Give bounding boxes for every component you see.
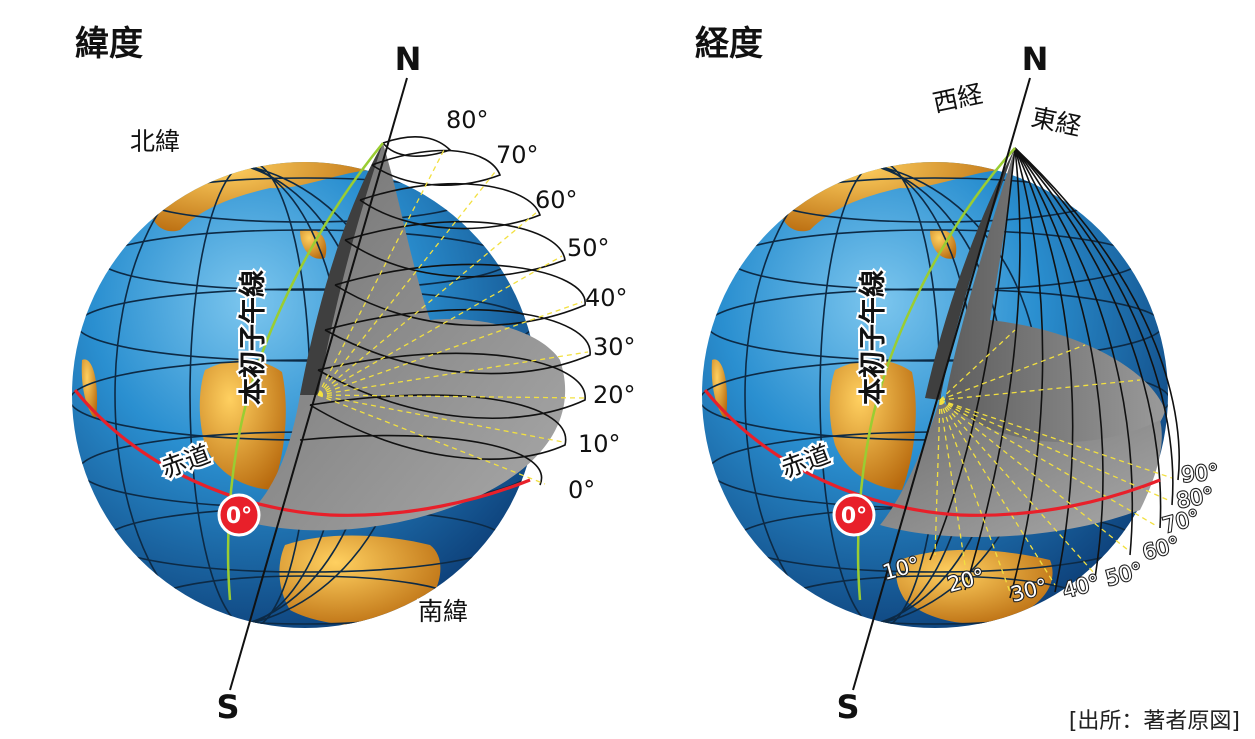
north-pole-label: N xyxy=(1022,40,1049,78)
deg-label: 60° xyxy=(1140,532,1182,565)
latitude-title: 緯度 xyxy=(75,24,143,64)
north-pole-label: N xyxy=(395,40,422,78)
equator-line xyxy=(703,388,1161,517)
deg-label: 80° xyxy=(1175,483,1216,513)
deg-label: 60° xyxy=(535,186,578,214)
deg-label: 0° xyxy=(568,476,595,504)
angle-lines xyxy=(317,147,589,485)
deg-label: 80° xyxy=(446,106,489,134)
prime-meridian-label: 本初子午線 xyxy=(857,270,889,405)
deg-label: 40° xyxy=(585,284,628,312)
deg-label: 10° xyxy=(578,430,621,458)
cutaway-section xyxy=(240,143,566,531)
longitude-title: 経度 xyxy=(695,24,763,64)
deg-label: 90° xyxy=(1180,460,1219,487)
latitude-globe: 0° 緯度 N S 北緯 南緯 赤道 本初子午線 0° 10° 20° 30° … xyxy=(72,24,636,726)
deg-label: 50° xyxy=(1103,558,1145,591)
deg-label: 30° xyxy=(593,333,636,361)
origin-label: 0° xyxy=(841,504,867,529)
origin-marker xyxy=(217,493,261,537)
south-pole-label: S xyxy=(836,688,859,726)
angle-lines xyxy=(934,329,1173,593)
east-longitude-label: 東経 xyxy=(1029,103,1084,142)
latitude-arcs xyxy=(299,136,591,486)
earth-axis xyxy=(852,77,1031,691)
continents xyxy=(711,162,1053,624)
longitude-globe: 0° 経度 N S 西経 東経 赤道 本初子午線 10° 20° 30° 40°… xyxy=(695,24,1221,726)
west-longitude-label: 西経 xyxy=(930,79,985,118)
continents xyxy=(81,162,441,626)
north-latitude-label: 北緯 xyxy=(130,127,180,156)
deg-label: 20° xyxy=(593,381,636,409)
prime-meridian-label: 本初子午線 xyxy=(237,270,269,405)
equator-line xyxy=(73,388,531,517)
deg-label: 70° xyxy=(496,141,539,169)
prime-meridian-line xyxy=(226,142,384,601)
deg-label: 20° xyxy=(945,564,987,597)
origin-marker xyxy=(832,493,876,537)
earth-axis xyxy=(229,77,408,691)
deg-label: 50° xyxy=(567,234,610,262)
origin-label: 0° xyxy=(226,504,252,529)
south-latitude-label: 南緯 xyxy=(418,597,468,626)
source-credit: [出所：著者原図] xyxy=(1069,709,1240,734)
south-pole-label: S xyxy=(216,688,239,726)
longitude-arcs xyxy=(929,147,1180,599)
latitude-degree-labels: 0° 10° 20° 30° 40° 50° 60° 70° 80° xyxy=(446,106,636,504)
